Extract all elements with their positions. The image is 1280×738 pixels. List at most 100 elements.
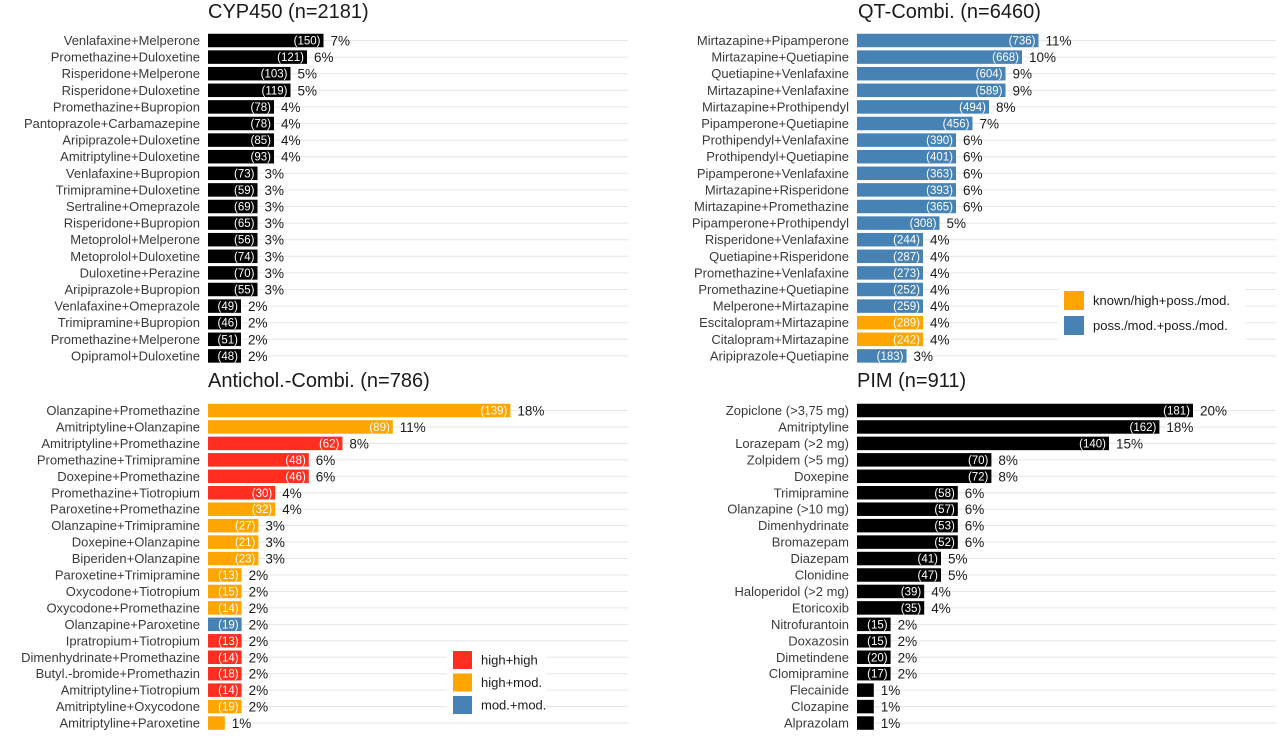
percent-label: 3% [265,535,285,550]
bar [208,100,274,114]
bar [857,232,923,247]
count-label: (70) [234,268,255,280]
count-label: (244) [893,235,920,247]
bar [857,502,958,516]
percent-label: 8% [998,453,1018,468]
category-label: Mirtazapine+Venlafaxine [707,83,849,98]
legend-swatch [453,696,472,714]
category-label: Clomipramine [769,666,849,681]
bar [208,650,242,664]
percent-label: 6% [965,502,985,517]
legend-label: high+mod. [481,675,542,690]
panel-pim: PIM (n=911) Zopiclone (>3,75 mg) (181) 20% A… [726,370,1276,731]
bar [208,551,259,566]
bar [857,650,891,664]
count-label: (39) [901,586,922,598]
bar [208,699,242,714]
count-label: (736) [1009,36,1036,48]
percent-label: 8% [998,469,1018,484]
count-label: (73) [234,168,255,180]
count-label: (23) [235,554,256,566]
category-label: Trimipramine [774,485,849,500]
category-label: Bromazepam [772,535,849,550]
bar [208,232,258,247]
percent-label: 6% [963,183,983,198]
category-label: Sertraline+Omeprazole [66,199,200,214]
count-label: (74) [234,251,255,263]
percent-label: 5% [948,552,968,567]
percent-label: 2% [249,568,269,583]
count-label: (70) [968,455,989,467]
count-label: (48) [218,351,239,363]
bar [857,116,973,131]
panel-antichol-combi: Antichol.-Combi. (n=786) Olanzapine+Prome… [21,370,628,731]
bar [857,436,1109,451]
panel-title: QT-Combi. (n=6460) [858,1,1041,23]
percent-label: 2% [249,683,269,698]
percent-label: 2% [248,299,268,314]
category-label: Pantoprazole+Carbamazepine [24,116,200,131]
percent-label: 2% [249,700,269,715]
bar [208,502,276,516]
bar [857,716,874,730]
bar [857,453,992,467]
count-label: (273) [893,268,920,280]
bar [857,666,891,681]
bar [857,33,1039,48]
count-label: (56) [234,235,255,247]
count-label: (14) [218,685,239,697]
percent-label: 2% [249,601,269,616]
bar [857,315,923,330]
bar [208,584,242,599]
category-label: Flecainide [790,683,849,698]
bar [857,299,923,313]
bar [857,469,992,484]
bar [857,683,874,697]
count-label: (15) [867,636,888,648]
bar [208,568,242,582]
category-label: Pipamperone+Prothipendyl [692,216,849,231]
percent-label: 5% [947,216,967,231]
bar [857,83,1006,98]
count-label: (604) [976,69,1003,81]
percent-label: 4% [930,332,950,347]
percent-label: 11% [400,420,426,435]
bar [208,266,258,280]
category-label: Mirtazapine+Promethazine [694,199,849,214]
count-label: (18) [218,669,239,681]
bar [857,486,958,500]
panel-cyp450: CYP450 (n=2181) Venlafaxine+Melperone (150… [24,1,628,364]
percent-label: 18% [1166,420,1193,435]
count-label: (259) [893,301,920,313]
legend-swatch [1064,316,1084,335]
count-label: (35) [901,603,922,615]
panel-title: CYP450 (n=2181) [208,1,369,23]
category-label: Amitriptyline [778,419,849,434]
category-label: Lorazepam (>2 mg) [735,436,849,451]
percent-label: 8% [349,436,369,451]
count-label: (668) [992,52,1019,64]
category-label: Dimetindene [776,650,849,665]
category-label: Dimenhydrinate [758,518,849,533]
count-label: (78) [251,102,272,114]
bar [208,315,241,330]
category-label: Pipamperone+Quetiapine [701,116,849,131]
bar [208,683,242,697]
percent-label: 9% [1013,67,1033,82]
bar [857,282,923,297]
count-label: (72) [968,471,989,483]
percent-label: 4% [930,233,950,248]
percent-label: 6% [963,200,983,215]
percent-label: 1% [881,716,901,731]
category-label: Paroxetine+Promethazine [50,502,200,517]
bar [208,50,307,64]
count-label: (85) [251,135,272,147]
count-label: (93) [251,152,272,164]
count-label: (19) [218,619,239,631]
category-label: Amitriptyline+Oxycodone [56,699,200,714]
count-label: (121) [277,52,304,64]
bar [208,436,343,451]
category-label: Opipramol+Duloxetine [71,348,200,363]
count-label: (139) [481,406,508,418]
